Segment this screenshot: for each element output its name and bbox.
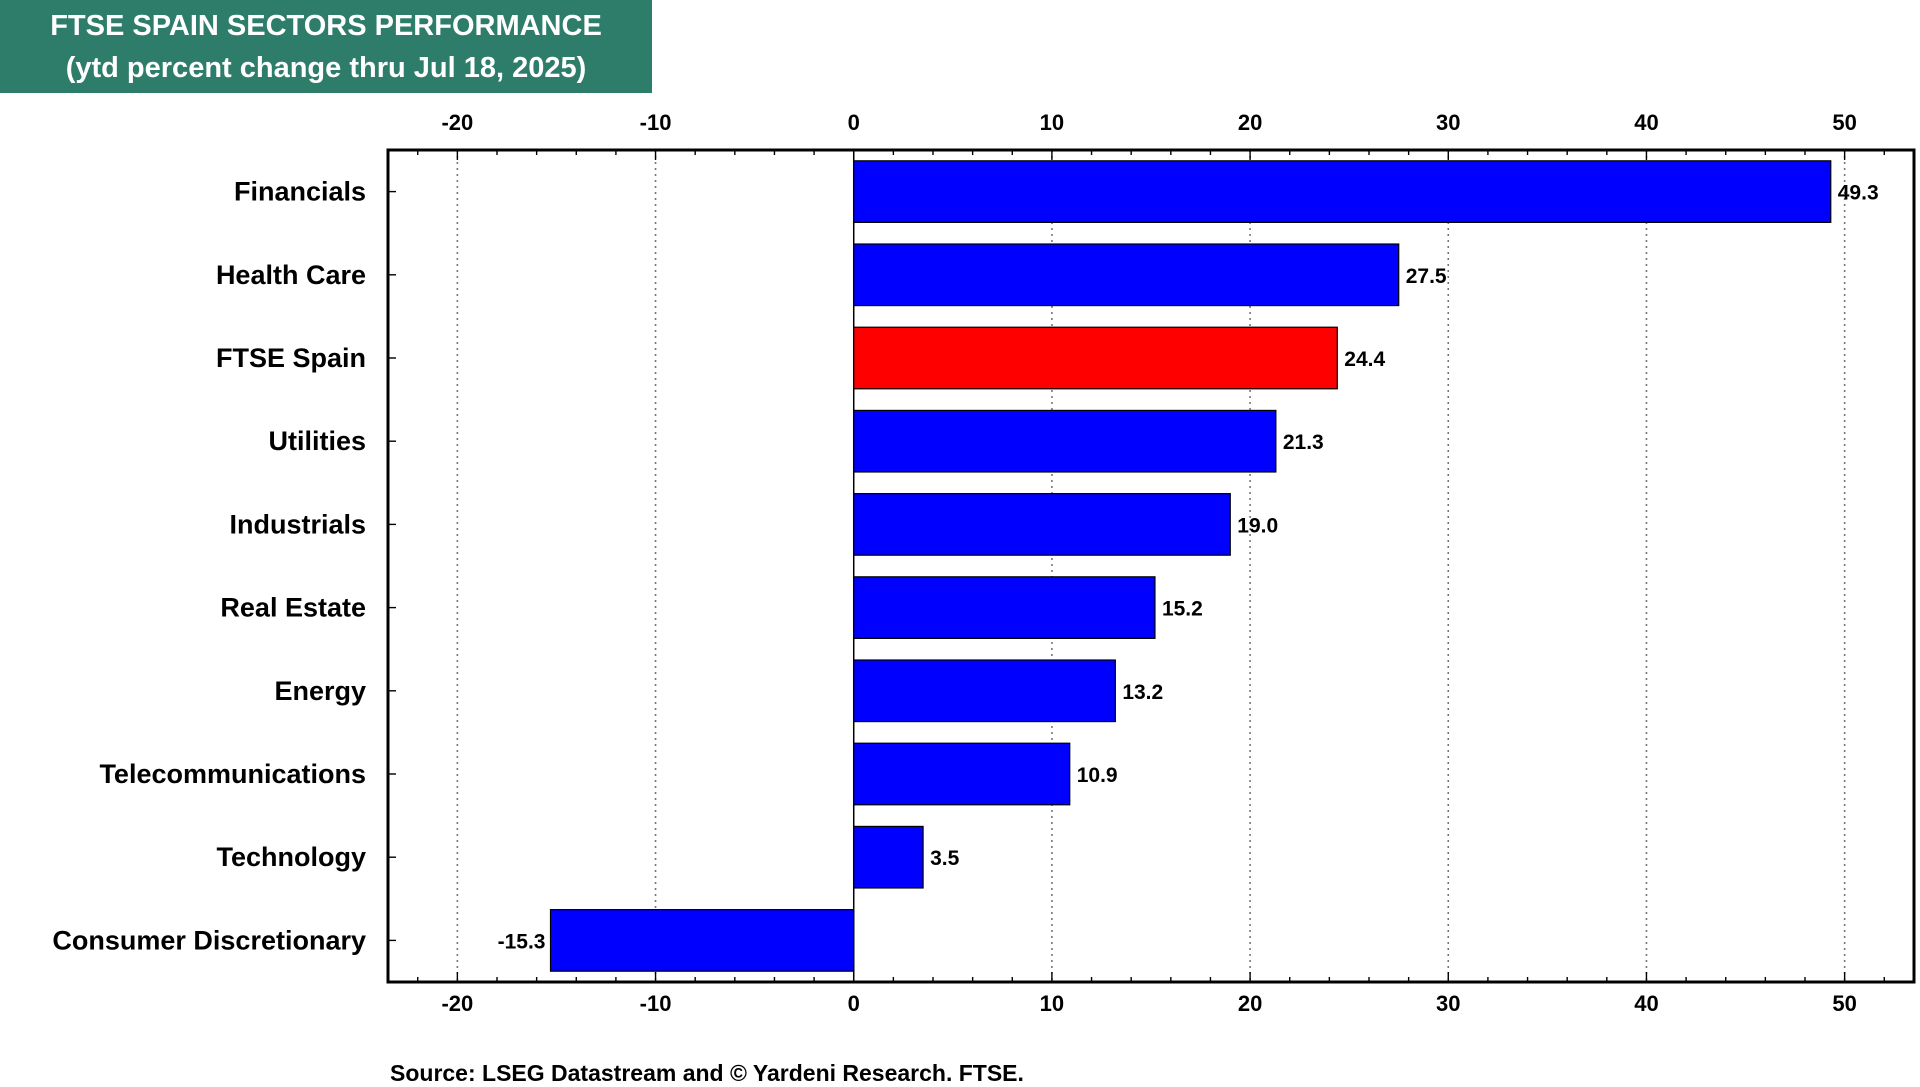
bars (549, 160, 1832, 972)
x-tick-label-top: -10 (640, 110, 672, 135)
category-label: FTSE Spain (216, 343, 366, 373)
category-label: Consumer Discretionary (52, 925, 366, 955)
value-label: 49.3 (1838, 182, 1879, 205)
bar-industrials (853, 493, 1231, 556)
value-label: 19.0 (1237, 514, 1278, 537)
x-tick-label-bottom: -10 (640, 991, 672, 1016)
plot-frame (386, 148, 1916, 984)
category-label: Telecommunications (99, 759, 366, 789)
bar-utilities (853, 409, 1277, 473)
bar-consumer-discretionary (549, 909, 855, 972)
bar-financials (853, 160, 1832, 223)
value-label: 3.5 (930, 847, 960, 870)
bar-ftse-spain (853, 326, 1338, 390)
x-tick-label-top: -20 (441, 110, 473, 135)
value-label: 13.2 (1122, 681, 1163, 704)
x-tick-label-top: 0 (848, 110, 860, 135)
value-labels: 49.3 27.5 24.4 21.3 19.0 15.2 13.2 10.9 3.5 -15.3 (498, 182, 1879, 954)
x-tick-label-bottom: 50 (1832, 991, 1856, 1016)
x-tick-label-top: 50 (1832, 110, 1856, 135)
category-label: Real Estate (220, 593, 366, 623)
bar-telecommunications (853, 742, 1071, 806)
bar-real-estate (853, 576, 1156, 639)
value-label: 10.9 (1077, 764, 1118, 787)
value-label: 15.2 (1162, 598, 1203, 621)
x-tick-label-bottom: 10 (1040, 991, 1064, 1016)
x-tick-label-bottom: -20 (441, 991, 473, 1016)
x-tick-label-top: 40 (1634, 110, 1658, 135)
value-label: 21.3 (1283, 431, 1324, 454)
x-tick-label-top: 10 (1040, 110, 1064, 135)
category-labels: Financials Health Care FTSE Spain Utilities… (52, 177, 366, 956)
value-label: 24.4 (1344, 348, 1385, 371)
chart-title: FTSE SPAIN SECTORS PERFORMANCE (50, 10, 602, 42)
x-tick-label-bottom: 40 (1634, 991, 1658, 1016)
value-label: 27.5 (1406, 265, 1447, 288)
chart-title-box: FTSE SPAIN SECTORS PERFORMANCE (ytd perc… (0, 0, 652, 93)
chart-subtitle: (ytd percent change thru Jul 18, 2025) (65, 52, 587, 84)
x-tick-label-bottom: 30 (1436, 991, 1460, 1016)
category-label: Technology (216, 842, 366, 872)
category-label: Industrials (229, 509, 366, 539)
category-label: Health Care (216, 260, 366, 290)
value-label: -15.3 (498, 930, 546, 953)
category-label: Energy (274, 676, 366, 706)
category-label: Utilities (268, 426, 366, 456)
axis-ticks: -20 -20 -10 -10 0 0 10 10 20 20 30 30 40 40 50 50 (388, 110, 1885, 1016)
x-tick-label-top: 20 (1238, 110, 1262, 135)
bar-energy (853, 659, 1116, 723)
x-tick-label-top: 30 (1436, 110, 1460, 135)
bar-technology (853, 825, 924, 889)
x-tick-label-bottom: 20 (1238, 991, 1262, 1016)
bar-health-care (853, 243, 1400, 307)
category-label: Financials (234, 177, 366, 207)
source-note: Source: LSEG Datastream and © Yardeni Re… (390, 1060, 1024, 1086)
x-tick-label-bottom: 0 (848, 991, 860, 1016)
